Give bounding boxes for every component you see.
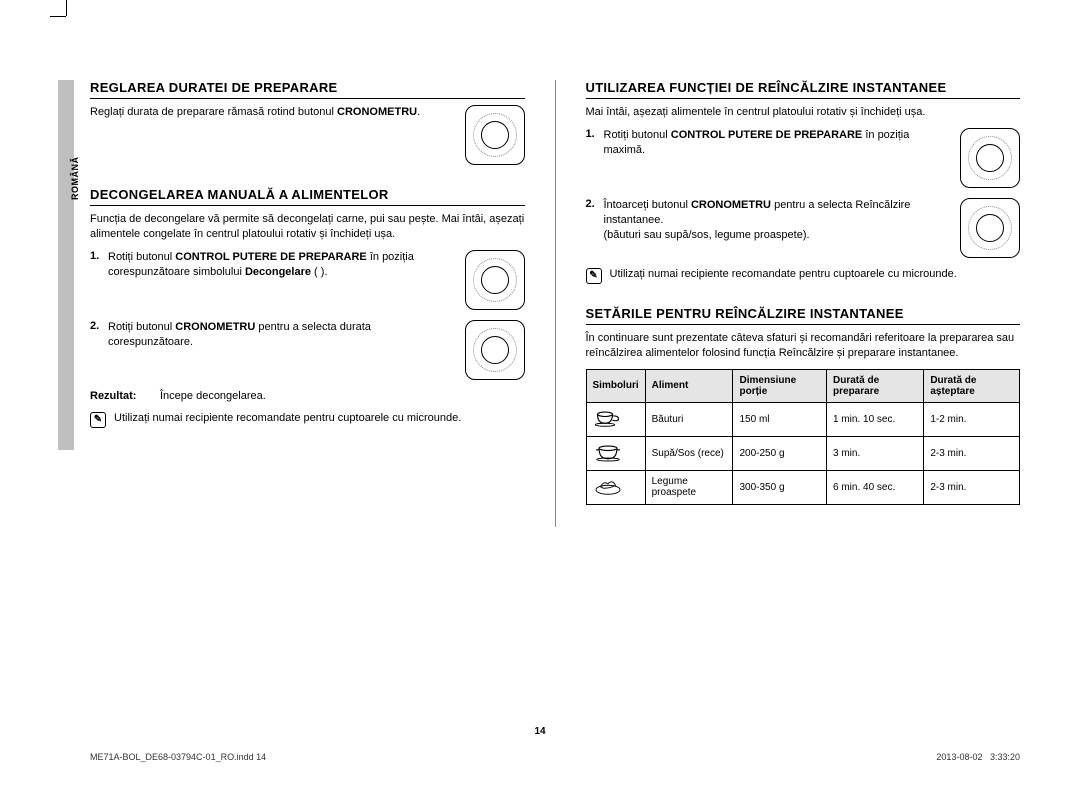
section-title: REGLAREA DURATEI DE PREPARARE [90, 80, 525, 99]
step-2: 2. Rotiți butonul CRONOMETRU pentru a se… [90, 320, 525, 380]
note-icon: ✎ [90, 412, 106, 428]
food-cell: Băuturi [645, 402, 733, 436]
dial-icon [960, 128, 1020, 188]
note-icon: ✎ [586, 268, 602, 284]
body-text: Reglați durata de preparare rămasă rotin… [90, 105, 455, 157]
dial-icon [465, 105, 525, 165]
crop-mark [66, 0, 67, 16]
food-cell: Legume proaspete [645, 470, 733, 504]
right-column: UTILIZAREA FUNCȚIEI DE REÎNCĂLZIRE INSTA… [586, 80, 1021, 527]
table-row: Băuturi 150 ml 1 min. 10 sec. 1-2 min. [586, 402, 1020, 436]
th-cook: Durată de preparare [827, 369, 924, 402]
language-label: ROMÂNĂ [70, 157, 80, 201]
note-text: Utilizați numai recipiente recomandate p… [114, 412, 461, 424]
dial-icon [465, 250, 525, 310]
page-number: 14 [534, 726, 545, 737]
step-1: 1. Rotiți butonul CONTROL PUTERE DE PREP… [90, 250, 525, 310]
pot-icon [593, 442, 623, 462]
result-row: Rezultat: Începe decongelarea. [90, 390, 525, 402]
food-cell: Supă/Sos (rece) [645, 436, 733, 470]
section-cooking-time: REGLAREA DURATEI DE PREPARARE Reglați du… [90, 80, 525, 165]
stand-cell: 1-2 min. [924, 402, 1020, 436]
column-divider [555, 80, 556, 527]
th-size: Dimensiune porție [733, 369, 827, 402]
note-text: Utilizați numai recipiente recomandate p… [610, 268, 957, 280]
footer-date: 2013-08-02 3:33:20 [936, 752, 1020, 762]
cook-cell: 6 min. 40 sec. [827, 470, 924, 504]
footer: ME71A-BOL_DE68-03794C-01_RO.indd 14 2013… [90, 752, 1020, 762]
stand-cell: 2-3 min. [924, 470, 1020, 504]
cook-cell: 1 min. 10 sec. [827, 402, 924, 436]
step-1: 1. Rotiți butonul CONTROL PUTERE DE PREP… [586, 128, 1021, 188]
page-columns: REGLAREA DURATEI DE PREPARARE Reglați du… [90, 80, 1020, 527]
section-reheat-settings: SETĂRILE PENTRU REÎNCĂLZIRE INSTANTANEE … [586, 306, 1021, 505]
dial-icon [960, 198, 1020, 258]
dial-icon [465, 320, 525, 380]
symbol-cell [586, 470, 645, 504]
section-title: DECONGELAREA MANUALĂ A ALIMENTELOR [90, 187, 525, 206]
symbol-cell [586, 436, 645, 470]
size-cell: 150 ml [733, 402, 827, 436]
note: ✎ Utilizați numai recipiente recomandate… [90, 412, 525, 428]
symbol-cell [586, 402, 645, 436]
section-instant-reheat: UTILIZAREA FUNCȚIEI DE REÎNCĂLZIRE INSTA… [586, 80, 1021, 284]
note: ✎ Utilizați numai recipiente recomandate… [586, 268, 1021, 284]
section-title: UTILIZAREA FUNCȚIEI DE REÎNCĂLZIRE INSTA… [586, 80, 1021, 99]
side-tab [58, 80, 74, 450]
table-row: Legume proaspete 300-350 g 6 min. 40 sec… [586, 470, 1020, 504]
th-food: Aliment [645, 369, 733, 402]
size-cell: 300-350 g [733, 470, 827, 504]
size-cell: 200-250 g [733, 436, 827, 470]
footer-file: ME71A-BOL_DE68-03794C-01_RO.indd 14 [90, 752, 266, 762]
vegetables-icon [593, 476, 623, 496]
intro-text: Mai întâi, așezați alimentele în centrul… [586, 105, 1021, 120]
th-stand: Durată de așteptare [924, 369, 1020, 402]
section-defrost: DECONGELAREA MANUALĂ A ALIMENTELOR Funcț… [90, 187, 525, 428]
cup-icon [593, 408, 623, 428]
crop-mark [50, 16, 66, 17]
th-symbols: Simboluri [586, 369, 645, 402]
section-title: SETĂRILE PENTRU REÎNCĂLZIRE INSTANTANEE [586, 306, 1021, 325]
cook-cell: 3 min. [827, 436, 924, 470]
table-row: Supă/Sos (rece) 200-250 g 3 min. 2-3 min… [586, 436, 1020, 470]
result-label: Rezultat: [90, 390, 160, 402]
result-text: Începe decongelarea. [160, 390, 266, 402]
stand-cell: 2-3 min. [924, 436, 1020, 470]
left-column: REGLAREA DURATEI DE PREPARARE Reglați du… [90, 80, 525, 527]
step-2: 2. Întoarceți butonul CRONOMETRU pentru … [586, 198, 1021, 258]
intro-text: Funcția de decongelare vă permite să dec… [90, 212, 525, 242]
intro-text: În continuare sunt prezentate câteva sfa… [586, 331, 1021, 361]
settings-table: Simboluri Aliment Dimensiune porție Dura… [586, 369, 1021, 505]
